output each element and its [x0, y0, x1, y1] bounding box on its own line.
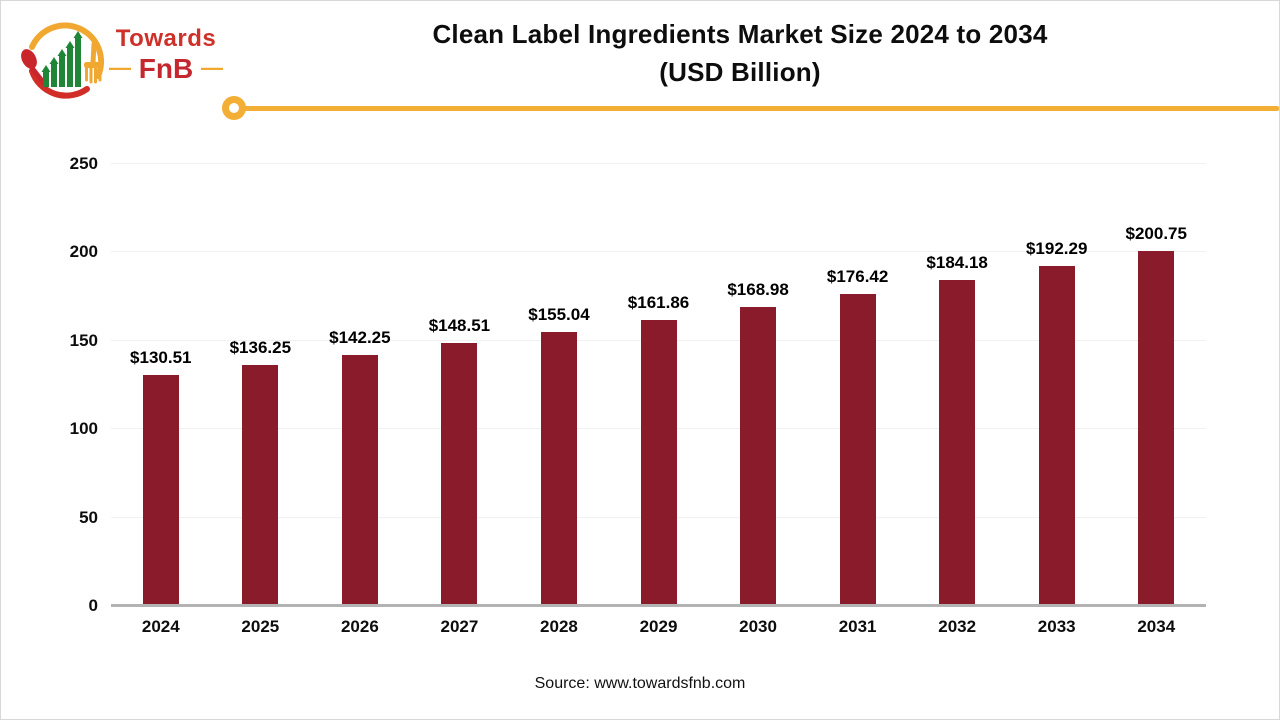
bar-2034 [1138, 251, 1175, 606]
bar-column-2026: $142.25 [310, 164, 410, 606]
title-divider-line [241, 106, 1279, 111]
bar-value-label-2034: $200.75 [1125, 224, 1187, 244]
bar-value-label-2028: $155.04 [528, 304, 590, 324]
bar-column-2027: $148.51 [410, 164, 510, 606]
towards-fnb-logo-icon [21, 22, 105, 99]
bar-column-2028: $155.04 [509, 164, 609, 606]
spoon-icon [21, 49, 49, 89]
logo-arc-yellow [29, 22, 105, 79]
x-axis-label-2024: 2024 [141, 617, 180, 636]
bar-2026 [341, 354, 378, 606]
page-title: Clean Label Ingredients Market Size 2024… [229, 15, 1251, 91]
bar-2031 [839, 294, 876, 606]
x-axis-label-2028: 2028 [540, 617, 578, 636]
brand-name-top: Towards [115, 25, 217, 52]
x-axis-line [111, 604, 1206, 607]
y-tick-50: 50 [79, 507, 98, 527]
bar-column-2033: $192.29 [1007, 164, 1107, 606]
x-axis-label-2029: 2029 [639, 617, 678, 636]
x-axis-labels: 2024 2025 2026 2027 2028 2029 2030 2031 2032 2033… [111, 617, 1206, 637]
bar-2028 [540, 331, 577, 606]
x-axis-label-2034: 2034 [1137, 617, 1176, 636]
source-text: Source: www.towardsfnb.com [534, 675, 746, 692]
page-title-line2: (USD Billion) [659, 57, 821, 87]
bar-value-label-2025: $136.25 [229, 338, 292, 358]
bar-column-2031: $176.42 [808, 164, 908, 606]
bar-2027 [441, 343, 478, 606]
title-divider-ring-icon [222, 96, 246, 120]
page-title-line1: Clean Label Ingredients Market Size 2024… [432, 19, 1048, 49]
bar-value-label-2030: $168.98 [727, 280, 789, 300]
bar-2024 [142, 375, 179, 606]
brand-name-bottom: — FnB — [101, 55, 231, 83]
bar-value-label-2029: $161.86 [627, 292, 690, 312]
bar-2029 [640, 319, 677, 606]
bar-column-2030: $168.98 [708, 164, 808, 606]
fork-icon [84, 41, 102, 84]
bar-column-2025: $136.25 [211, 164, 311, 606]
gridline-250 [111, 163, 1206, 164]
x-axis-label-2030: 2030 [739, 617, 777, 636]
chart-area: 0 50 100 150 200 250 $130.51 $136.25 $142.25 $14… [70, 154, 1206, 615]
bar-value-label-2032: $184.18 [926, 253, 988, 273]
brand-wordmark: Towards — FnB — [101, 27, 231, 83]
bar-2033 [1038, 266, 1075, 606]
y-tick-150: 150 [69, 330, 98, 350]
brand-name-fnb: FnB [138, 53, 194, 84]
bar-value-label-2024: $130.51 [130, 348, 192, 368]
towards-fnb-logo [19, 13, 114, 99]
growth-bars-icon [41, 31, 83, 87]
brand-dash-left: — [109, 55, 131, 80]
bar-column-2032: $184.18 [907, 164, 1007, 606]
bar-column-2029: $161.86 [609, 164, 709, 606]
bar-value-label-2033: $192.29 [1025, 239, 1088, 258]
bar-series: $130.51 $136.25 $142.25 $148.51 $155.04 $161.… [111, 164, 1206, 606]
bar-value-label-2027: $148.51 [428, 316, 491, 336]
x-axis-label-2025: 2025 [241, 617, 280, 636]
bar-value-label-2031: $176.42 [826, 267, 889, 287]
x-axis-label-2026: 2026 [340, 617, 379, 636]
y-tick-0: 0 [88, 596, 98, 615]
brand-dash-right: — [201, 55, 223, 80]
bar-2030 [740, 307, 777, 606]
bar-column-2024: $130.51 [111, 164, 211, 606]
bar-2032 [939, 280, 976, 606]
bar-value-label-2026: $142.25 [329, 327, 391, 347]
x-axis-label-2033: 2033 [1037, 617, 1076, 636]
logo-arc-red [29, 68, 90, 99]
bar-2025 [242, 365, 279, 606]
y-tick-200: 200 [69, 242, 98, 262]
y-tick-100: 100 [69, 419, 98, 439]
x-axis-label-2027: 2027 [440, 617, 479, 636]
gridline-200 [111, 251, 1206, 253]
x-axis-label-2031: 2031 [838, 617, 877, 636]
x-axis-label-2032: 2032 [938, 617, 977, 636]
y-tick-250: 250 [69, 154, 98, 173]
bar-column-2034: $200.75 [1106, 164, 1206, 606]
